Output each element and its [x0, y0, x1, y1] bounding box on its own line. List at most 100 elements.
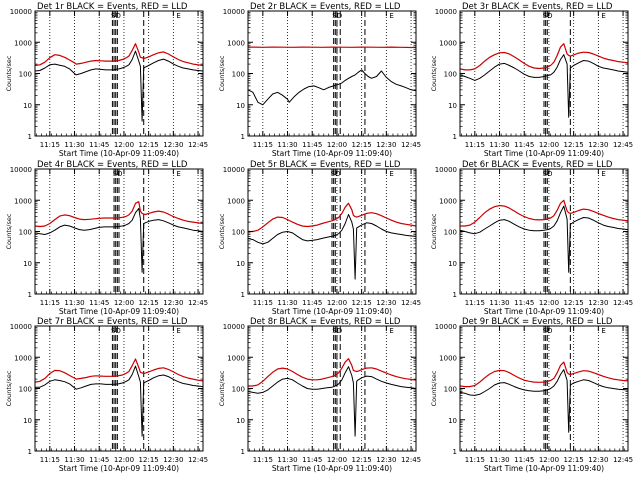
y-tick-label: 1 — [28, 291, 32, 299]
y-axis-label: Counts/sec — [430, 213, 438, 249]
series-lld-line — [248, 358, 417, 387]
x-axis-label: Start Time (10-Apr-09 11:09:40) — [272, 307, 392, 316]
x-tick-label: 12:30 — [376, 141, 396, 149]
y-axis-label: Counts/sec — [218, 370, 226, 406]
flag-label-sd: SD — [543, 12, 553, 20]
plot-frame — [247, 325, 417, 452]
y-tick-label: 1 — [28, 133, 32, 141]
x-tick-label: 12:00 — [539, 141, 559, 149]
y-tick-label: 100 — [19, 386, 32, 394]
x-axis-label: Start Time (10-Apr-09 11:09:40) — [484, 149, 604, 158]
panel-title: Det 9r BLACK = Events, RED = LLD — [462, 317, 613, 327]
y-tick-label: 100 — [232, 71, 245, 79]
series-events-line — [459, 369, 629, 433]
x-axis-label: Start Time (10-Apr-09 11:09:40) — [484, 307, 604, 316]
flag-label-e: E — [601, 12, 605, 20]
x-tick-label: 11:15 — [465, 299, 485, 307]
x-tick-label: 11:45 — [514, 299, 534, 307]
y-tick-label: 10 — [236, 260, 245, 268]
y-tick-label: 1000 — [14, 197, 32, 205]
x-axis-label: Start Time (10-Apr-09 11:09:40) — [59, 307, 179, 316]
x-tick-label: 12:00 — [327, 456, 347, 464]
x-tick-label: 11:15 — [40, 299, 60, 307]
x-tick-label: 12:15 — [564, 456, 584, 464]
y-axis-label: Counts/sec — [218, 213, 226, 249]
x-axis-label: Start Time (10-Apr-09 11:09:40) — [59, 464, 179, 473]
series-events-line — [459, 205, 629, 273]
x-tick-label: 11:45 — [89, 299, 109, 307]
y-tick-label: 10000 — [435, 8, 457, 16]
flag-label-sd: SD — [543, 170, 553, 178]
x-axis-label: Start Time (10-Apr-09 11:09:40) — [59, 149, 179, 158]
y-tick-label: 10000 — [10, 323, 32, 331]
series-lld-line — [248, 202, 417, 233]
x-tick-label: 11:45 — [302, 456, 322, 464]
panel-title: Det 3r BLACK = Events, RED = LLD — [462, 2, 613, 12]
plot-frame — [34, 10, 204, 137]
x-tick-label: 12:30 — [376, 299, 396, 307]
y-tick-label: 1000 — [14, 354, 32, 362]
x-tick-label: 12:30 — [163, 456, 183, 464]
x-tick-label: 12:45 — [613, 141, 633, 149]
y-tick-label: 10000 — [223, 323, 245, 331]
series-lld-line — [459, 361, 629, 388]
series-events-line — [247, 69, 417, 106]
x-tick-label: 11:30 — [277, 141, 297, 149]
x-tick-label: 12:00 — [114, 141, 134, 149]
y-tick-label: 10000 — [435, 323, 457, 331]
panel-title: Det 7r BLACK = Events, RED = LLD — [37, 317, 188, 327]
x-tick-label: 12:30 — [588, 141, 608, 149]
y-tick-label: 10000 — [10, 166, 32, 174]
x-tick-label: 12:45 — [188, 299, 208, 307]
flag-label-sd: SD — [543, 327, 553, 335]
y-tick-label: 1 — [453, 448, 457, 456]
y-tick-label: 1000 — [14, 39, 32, 47]
x-tick-label: 12:45 — [613, 456, 633, 464]
x-tick-label: 12:30 — [588, 299, 608, 307]
plot-frame — [34, 325, 204, 452]
x-tick-label: 12:00 — [327, 299, 347, 307]
x-tick-label: 12:15 — [139, 299, 159, 307]
y-tick-label: 10000 — [10, 8, 32, 16]
y-tick-label: 1000 — [227, 354, 245, 362]
x-tick-label: 12:00 — [539, 299, 559, 307]
x-tick-label: 12:45 — [401, 141, 421, 149]
series-events-line — [247, 366, 417, 437]
x-tick-label: 12:15 — [352, 299, 372, 307]
x-tick-label: 12:45 — [401, 299, 421, 307]
series-events-line — [35, 365, 204, 437]
y-tick-label: 10000 — [223, 8, 245, 16]
flag-label-sd: SD — [331, 170, 341, 178]
panel-title: Det 4r BLACK = Events, RED = LLD — [37, 160, 188, 170]
x-axis-label: Start Time (10-Apr-09 11:09:40) — [272, 149, 392, 158]
x-tick-label: 11:30 — [489, 299, 509, 307]
y-tick-label: 100 — [19, 71, 32, 79]
flag-label-e: E — [601, 170, 605, 178]
y-tick-label: 10 — [23, 417, 32, 425]
y-axis-label: Counts/sec — [5, 213, 13, 249]
series-lld-line — [34, 43, 204, 67]
y-axis-label: Counts/sec — [430, 370, 438, 406]
x-tick-label: 12:00 — [539, 456, 559, 464]
flag-label-e: E — [176, 12, 180, 20]
y-tick-label: 10000 — [435, 166, 457, 174]
y-tick-label: 100 — [232, 229, 245, 237]
x-tick-label: 11:15 — [465, 456, 485, 464]
series-events-line — [247, 214, 417, 280]
x-tick-label: 11:30 — [489, 456, 509, 464]
panel-title: Det 1r BLACK = Events, RED = LLD — [37, 2, 188, 12]
y-tick-label: 10 — [448, 102, 457, 110]
x-tick-label: 11:30 — [489, 141, 509, 149]
x-tick-label: 11:45 — [514, 456, 534, 464]
x-tick-label: 12:15 — [564, 299, 584, 307]
series-lld-line — [459, 43, 629, 71]
y-tick-label: 1 — [28, 448, 32, 456]
x-tick-label: 12:30 — [588, 456, 608, 464]
x-tick-label: 12:15 — [352, 141, 372, 149]
x-tick-label: 11:15 — [253, 141, 273, 149]
x-tick-label: 12:00 — [114, 456, 134, 464]
y-tick-label: 10 — [23, 102, 32, 110]
